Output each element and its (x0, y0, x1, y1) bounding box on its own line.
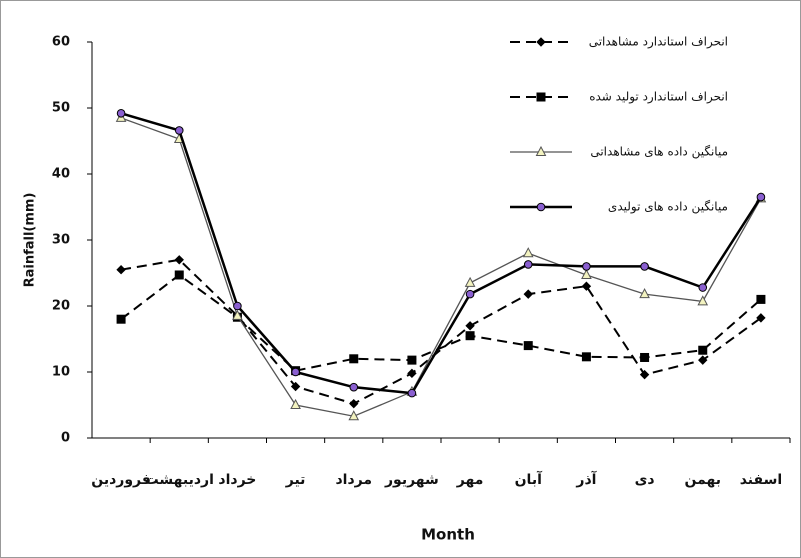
x-tick-label: آبان (515, 470, 543, 488)
x-tick-label: مرداد (335, 472, 372, 488)
marker (464, 276, 476, 287)
marker (756, 192, 766, 202)
y-tick-label: 10 (52, 365, 70, 380)
legend-marker (536, 37, 546, 47)
legend-marker (536, 202, 546, 212)
marker (756, 294, 766, 304)
marker (581, 352, 591, 362)
legend-label: میانگین داده های تولیدی (608, 200, 728, 215)
y-tick-label: 60 (52, 35, 70, 50)
marker (581, 281, 592, 291)
marker (349, 354, 359, 364)
x-tick-label: اردیبهشت (145, 472, 214, 488)
legend-label: انحراف استاندارد تولید شده (589, 90, 728, 105)
legend-marker (536, 92, 546, 102)
y-tick-label: 0 (61, 431, 70, 446)
marker (291, 367, 300, 377)
marker (581, 268, 592, 279)
marker (232, 309, 243, 320)
marker (582, 262, 591, 271)
marker (349, 398, 359, 409)
marker (174, 270, 184, 280)
marker (698, 355, 708, 365)
marker (523, 260, 533, 269)
marker (523, 289, 533, 299)
marker (465, 289, 475, 299)
legend-label: میانگین داده های مشاهداتی (590, 145, 728, 160)
marker (465, 331, 475, 341)
marker (698, 345, 708, 355)
marker (640, 262, 649, 271)
y-tick-label: 50 (52, 101, 70, 116)
marker (523, 341, 533, 351)
series-line (120, 258, 762, 405)
x-tick-label: مهر (456, 472, 484, 488)
x-tick-label: شهریور (384, 472, 439, 488)
series-line (120, 117, 762, 417)
marker (407, 368, 417, 379)
marker (349, 382, 359, 392)
x-tick-label: دی (635, 472, 655, 488)
marker (116, 264, 126, 275)
marker (697, 295, 709, 306)
marker (465, 321, 475, 331)
marker (639, 288, 650, 299)
marker (116, 314, 126, 324)
x-tick-label: اسفند (740, 472, 782, 488)
x-tick-label: تیر (285, 472, 306, 488)
marker (174, 126, 184, 135)
y-tick-label: 20 (52, 299, 70, 314)
marker (407, 355, 417, 365)
marker (290, 381, 301, 392)
marker (174, 255, 184, 265)
marker (639, 369, 650, 380)
y-axis-label: Rainfall(mm) (23, 193, 38, 288)
marker (407, 388, 417, 398)
y-tick-label: 40 (52, 167, 70, 182)
x-tick-label: فروردین (91, 472, 151, 488)
legend-marker (535, 145, 547, 156)
y-tick-label: 30 (52, 233, 70, 248)
x-tick-label: خرداد (218, 472, 256, 488)
x-tick-label: بهمن (685, 472, 721, 488)
series-line (120, 112, 762, 395)
marker (290, 398, 301, 409)
marker (348, 410, 360, 421)
marker (522, 247, 534, 258)
x-axis-label: Month (421, 526, 475, 544)
marker (640, 352, 650, 362)
marker (756, 313, 766, 323)
marker (698, 283, 708, 292)
x-tick-label: آذر (575, 470, 597, 488)
series-line (120, 273, 762, 372)
marker (116, 108, 126, 118)
legend-label: انحراف استاندارد مشاهداتی (589, 35, 728, 50)
marker (233, 301, 242, 311)
